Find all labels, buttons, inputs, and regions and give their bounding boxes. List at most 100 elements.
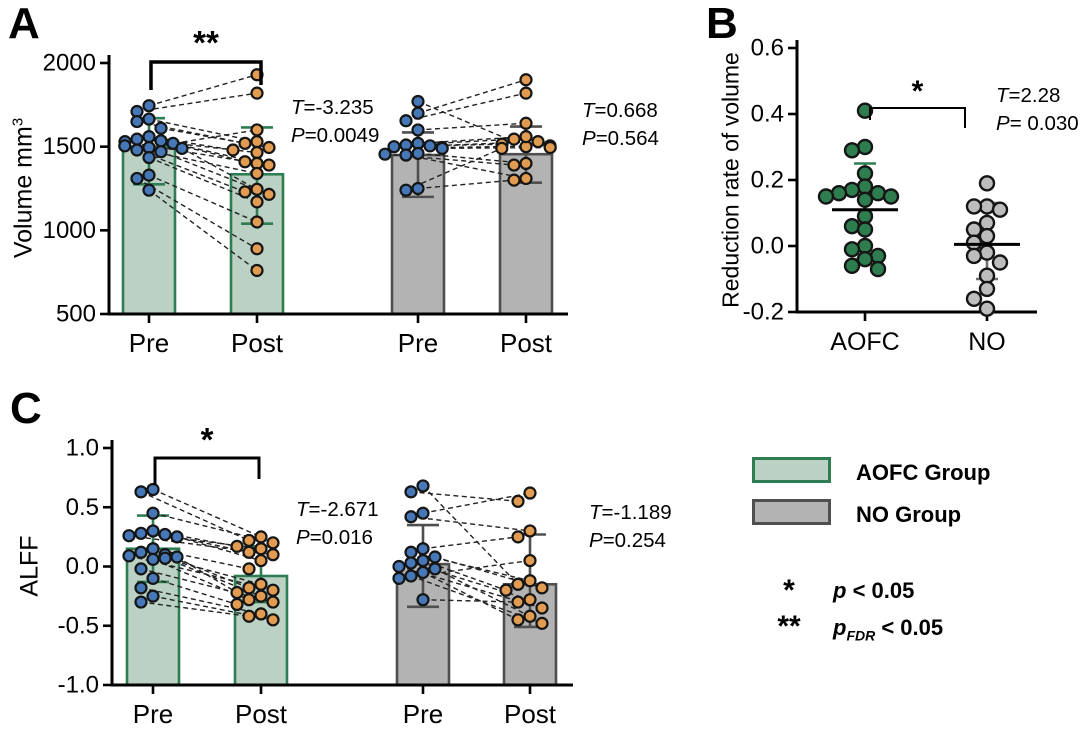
points-post [499, 486, 549, 630]
data-point [146, 524, 160, 538]
sig-note-pfdr: pFDR < 0.05 [833, 615, 943, 643]
data-point [978, 267, 996, 284]
data-point [262, 140, 276, 155]
data-point [158, 527, 172, 542]
y-tick-label: 0.5 [66, 494, 99, 521]
data-point [142, 99, 156, 113]
y-tick-label: -0.2 [743, 299, 784, 326]
data-point [843, 241, 861, 258]
stats-a-no: T=0.668 P=0.564 [582, 97, 659, 153]
data-point [158, 551, 172, 565]
data-point [416, 542, 430, 556]
sig-star: * [201, 421, 214, 458]
pair-line [148, 189, 258, 272]
pair-line [422, 536, 519, 550]
data-point [856, 251, 874, 268]
data-point [254, 607, 268, 621]
t-label: T [589, 501, 602, 524]
data-point [242, 545, 256, 559]
data-point [266, 583, 280, 597]
t-value: =-2.671 [308, 498, 379, 521]
pair-line [417, 79, 527, 114]
data-point [142, 150, 156, 165]
panel-a-letter: A [8, 0, 40, 48]
data-point [416, 565, 430, 580]
data-point [978, 227, 996, 245]
data-point [122, 549, 136, 563]
data-point [416, 506, 430, 520]
data-point [428, 550, 442, 564]
data-point [978, 214, 996, 232]
sig-bracket [153, 456, 261, 485]
sig-bracket [149, 60, 263, 90]
data-point [519, 130, 533, 144]
p-stat-line: P=0.0049 [291, 122, 379, 150]
data-point [882, 188, 900, 205]
data-point [146, 571, 160, 585]
pair-line [410, 575, 543, 625]
x-tick-label: AOFC [830, 328, 899, 356]
data-point [392, 571, 406, 585]
t-label: T [996, 84, 1009, 107]
panel-b-letter: B [706, 0, 738, 48]
y-axis-title-volume: Volume mm3 [9, 118, 38, 258]
pair-line [417, 135, 527, 145]
sig-bracket [869, 107, 966, 128]
t-stat-line: T=0.668 [582, 97, 659, 125]
legend-label-aofc: AOFC Group [856, 460, 991, 485]
data-point [170, 530, 184, 544]
data-point [142, 168, 156, 182]
data-point [411, 146, 425, 160]
panel-c-chart: -1.0 -0.5 0.0 0.5 1.0 Pre Post Pre Post * [58, 421, 573, 729]
data-point [519, 73, 533, 87]
data-point [495, 141, 509, 155]
p-symbol: p [833, 578, 847, 603]
p-label: P [296, 526, 310, 549]
data-point [404, 556, 418, 570]
data-point [543, 140, 557, 155]
data-point [154, 145, 168, 159]
pair-line [410, 516, 531, 532]
data-point [134, 595, 148, 609]
data-point [175, 141, 189, 155]
data-point [142, 183, 156, 197]
pair-line [422, 571, 519, 621]
data-point [146, 506, 160, 520]
data-point [411, 106, 425, 120]
data-point [511, 494, 525, 508]
x-tick-label: Pre [133, 699, 173, 729]
data-point [238, 136, 252, 150]
data-point [250, 242, 264, 256]
data-point [266, 613, 280, 627]
x-tick-label: Post [504, 699, 557, 729]
data-point [146, 542, 160, 556]
pair-line [417, 152, 527, 165]
data-point [511, 577, 525, 591]
x-tick-label: Pre [403, 699, 443, 729]
data-point [856, 178, 874, 195]
data-point [965, 290, 983, 307]
data-point [262, 187, 276, 201]
data-point [146, 482, 160, 497]
data-point [170, 550, 184, 564]
data-point [411, 181, 425, 196]
points-pre [392, 479, 442, 607]
data-point [238, 155, 252, 169]
stats-a-aofc: T=-3.235 P=0.0049 [291, 94, 379, 150]
y-tick-label: 0.0 [66, 553, 99, 580]
data-point [378, 147, 392, 161]
data-point [238, 185, 252, 199]
data-point [843, 257, 861, 274]
data-point [392, 559, 406, 574]
data-point [154, 134, 168, 148]
data-point [404, 510, 418, 524]
data-point [965, 234, 983, 251]
p-symbol: p [833, 615, 847, 640]
p-stat-line: P=0.564 [582, 125, 659, 153]
data-point [507, 132, 521, 146]
data-point [154, 121, 168, 135]
data-point [399, 183, 413, 197]
pair-line [181, 147, 258, 190]
x-tick-label: Pre [398, 328, 438, 358]
data-point [254, 553, 268, 568]
